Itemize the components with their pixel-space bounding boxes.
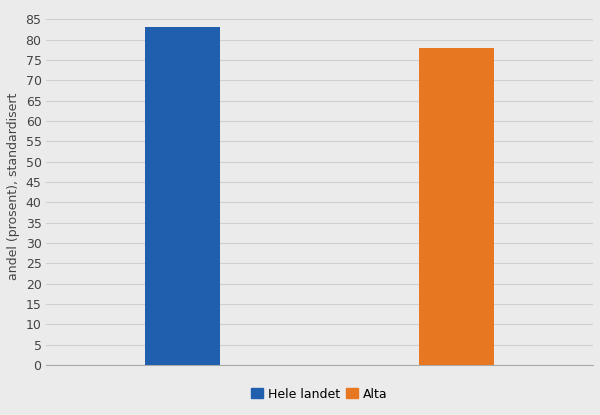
Bar: [145, 27, 220, 365]
Y-axis label: andel (prosent), standardisert: andel (prosent), standardisert: [7, 93, 20, 280]
Bar: [419, 48, 494, 365]
Legend: Hele landet, Alta: Hele landet, Alta: [246, 383, 393, 405]
